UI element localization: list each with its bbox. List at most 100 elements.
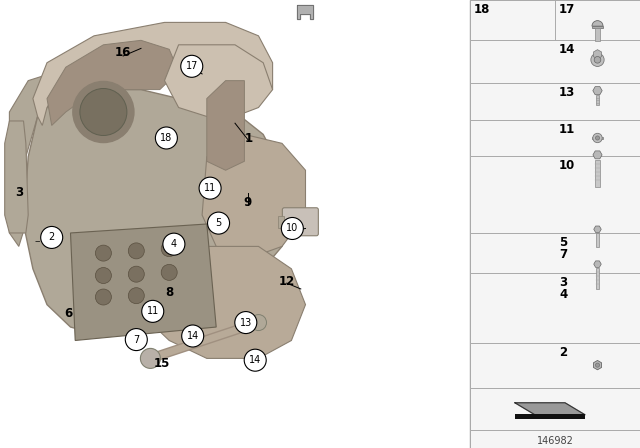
Text: 14: 14 <box>187 331 199 341</box>
Circle shape <box>282 217 303 240</box>
Text: 18: 18 <box>160 133 173 143</box>
Polygon shape <box>164 45 273 116</box>
Circle shape <box>591 53 604 66</box>
Text: 11: 11 <box>204 183 216 193</box>
Polygon shape <box>202 134 305 260</box>
Text: 5: 5 <box>216 218 221 228</box>
Circle shape <box>95 245 111 261</box>
Circle shape <box>128 243 144 259</box>
Circle shape <box>140 349 161 368</box>
Circle shape <box>80 89 127 135</box>
FancyBboxPatch shape <box>470 430 640 448</box>
Text: 4: 4 <box>559 288 567 301</box>
Circle shape <box>156 127 177 149</box>
Text: 15: 15 <box>154 357 170 370</box>
FancyBboxPatch shape <box>282 208 318 236</box>
Circle shape <box>163 233 185 255</box>
Circle shape <box>199 177 221 199</box>
Circle shape <box>95 289 111 305</box>
Text: 11: 11 <box>559 123 575 136</box>
FancyBboxPatch shape <box>470 120 640 156</box>
Text: 13: 13 <box>240 318 252 327</box>
Text: 3: 3 <box>15 186 23 199</box>
FancyBboxPatch shape <box>470 273 640 343</box>
Polygon shape <box>593 361 602 370</box>
FancyBboxPatch shape <box>470 0 640 40</box>
Polygon shape <box>515 403 585 415</box>
Polygon shape <box>47 40 179 125</box>
Polygon shape <box>593 151 602 159</box>
Circle shape <box>244 349 266 371</box>
FancyBboxPatch shape <box>595 160 600 186</box>
FancyBboxPatch shape <box>596 233 599 247</box>
FancyBboxPatch shape <box>278 216 284 228</box>
Polygon shape <box>24 90 291 336</box>
Circle shape <box>161 241 177 257</box>
Polygon shape <box>10 72 66 246</box>
Polygon shape <box>4 121 28 233</box>
Text: 10: 10 <box>286 224 298 233</box>
Text: 18: 18 <box>474 3 490 16</box>
FancyBboxPatch shape <box>470 40 640 83</box>
Text: 11: 11 <box>147 306 159 316</box>
Circle shape <box>128 266 144 282</box>
Text: 14: 14 <box>249 355 261 365</box>
Circle shape <box>95 267 111 284</box>
Circle shape <box>595 136 600 140</box>
FancyBboxPatch shape <box>470 0 640 448</box>
Polygon shape <box>70 224 216 340</box>
Text: 6: 6 <box>64 307 72 320</box>
Circle shape <box>161 264 177 280</box>
Polygon shape <box>593 50 602 59</box>
Text: 17: 17 <box>559 3 575 16</box>
FancyBboxPatch shape <box>515 414 585 419</box>
FancyBboxPatch shape <box>592 26 603 28</box>
Text: 8: 8 <box>165 285 173 299</box>
Polygon shape <box>296 5 313 19</box>
Text: 2: 2 <box>49 233 55 242</box>
Circle shape <box>125 328 147 351</box>
Circle shape <box>180 55 203 78</box>
Circle shape <box>207 212 230 234</box>
FancyBboxPatch shape <box>595 28 600 40</box>
FancyBboxPatch shape <box>470 83 640 120</box>
Polygon shape <box>594 261 601 267</box>
Circle shape <box>41 226 63 249</box>
Circle shape <box>594 56 601 63</box>
Circle shape <box>182 325 204 347</box>
Circle shape <box>595 363 600 367</box>
Polygon shape <box>594 226 601 233</box>
Polygon shape <box>207 81 244 170</box>
FancyBboxPatch shape <box>470 388 640 430</box>
Text: 17: 17 <box>186 61 198 71</box>
Text: 7: 7 <box>133 335 140 345</box>
Text: 16: 16 <box>115 46 131 60</box>
Text: 4: 4 <box>171 239 177 249</box>
Circle shape <box>128 288 144 304</box>
Text: 2: 2 <box>559 346 567 359</box>
Text: 7: 7 <box>559 248 567 261</box>
FancyBboxPatch shape <box>470 233 640 273</box>
FancyBboxPatch shape <box>596 268 599 289</box>
Text: 12: 12 <box>278 275 295 288</box>
Text: 5: 5 <box>559 236 567 249</box>
Text: 9: 9 <box>244 196 252 209</box>
Circle shape <box>235 311 257 334</box>
Text: 14: 14 <box>559 43 575 56</box>
Text: 146982: 146982 <box>536 436 573 446</box>
Circle shape <box>593 134 602 142</box>
FancyBboxPatch shape <box>470 343 640 388</box>
Circle shape <box>141 300 164 323</box>
Circle shape <box>250 314 266 331</box>
Polygon shape <box>33 22 273 125</box>
FancyBboxPatch shape <box>596 95 600 105</box>
Text: 3: 3 <box>559 276 567 289</box>
Text: 13: 13 <box>559 86 575 99</box>
Polygon shape <box>593 86 602 95</box>
Circle shape <box>73 82 134 142</box>
FancyBboxPatch shape <box>593 137 603 139</box>
FancyBboxPatch shape <box>470 156 640 233</box>
Polygon shape <box>141 246 305 358</box>
Text: 10: 10 <box>559 159 575 172</box>
Wedge shape <box>592 21 603 26</box>
